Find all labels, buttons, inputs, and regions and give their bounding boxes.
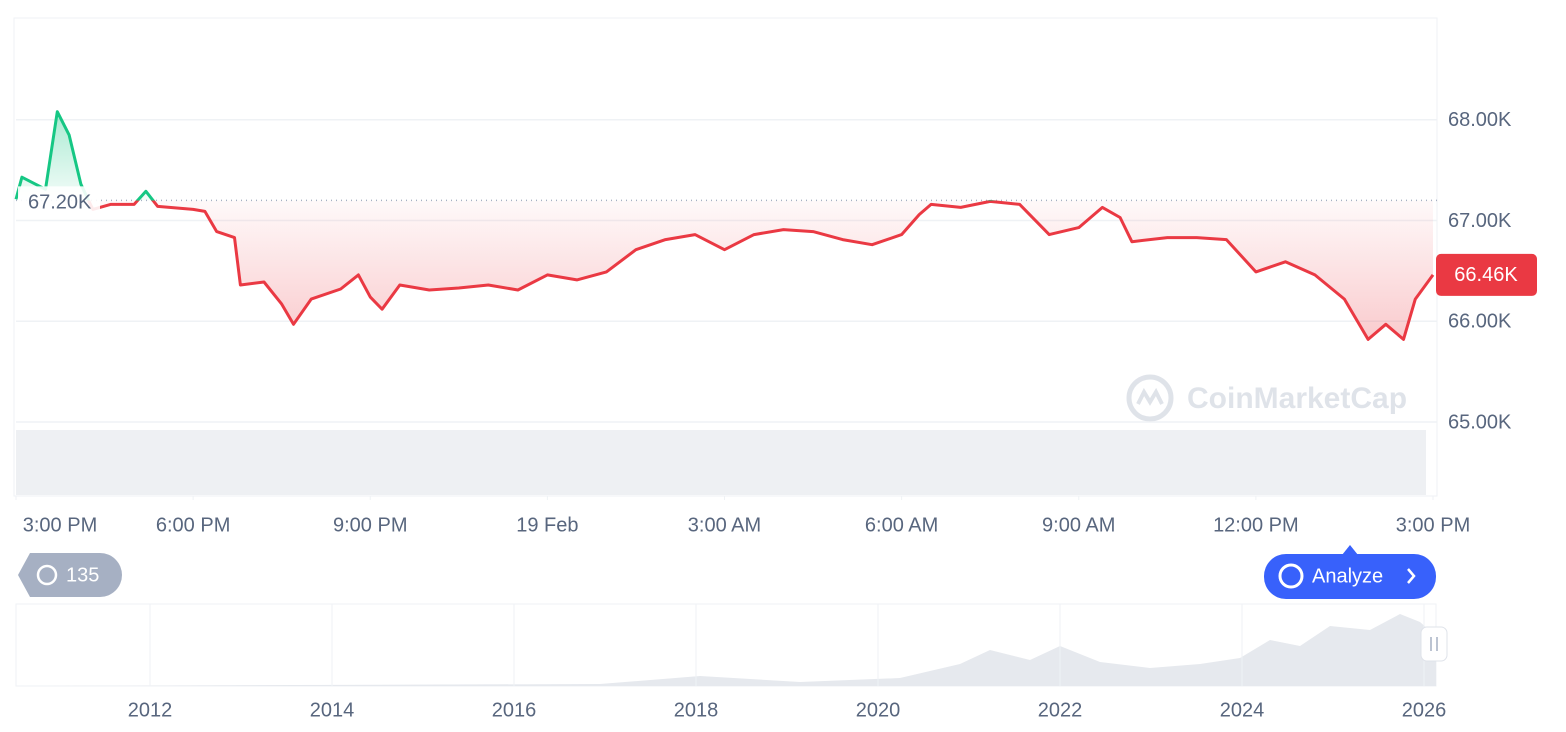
history-icon	[36, 564, 58, 586]
price-line	[14, 110, 1435, 341]
analyze-icon	[1278, 563, 1304, 589]
navigator-label: 2026	[1402, 699, 1447, 721]
navigator-handle[interactable]	[1420, 626, 1448, 662]
y-tick-label: 68.00K	[1448, 109, 1512, 131]
history-badge[interactable]: 135	[18, 553, 122, 597]
navigator-label: 2022	[1038, 699, 1083, 721]
analyze-button[interactable]: Analyze	[1264, 545, 1436, 599]
y-tick-label: 66.00K	[1448, 311, 1512, 333]
navigator-label: 2014	[310, 699, 355, 721]
analyze-label[interactable]: Analyze	[1312, 565, 1383, 587]
current-price-label: 66.46K	[1454, 264, 1518, 286]
price-area	[16, 111, 1433, 340]
x-tick-label: 9:00 PM	[333, 514, 407, 536]
analyze-pointer	[1342, 545, 1358, 555]
navigator-area	[16, 614, 1436, 686]
x-tick-label: 3:00 PM	[1396, 514, 1470, 536]
x-tick-label: 3:00 AM	[688, 514, 761, 536]
navigator-label: 2018	[674, 699, 719, 721]
x-tick-label: 6:00 PM	[156, 514, 230, 536]
navigator-label: 2012	[128, 699, 173, 721]
analyze-chevron	[1407, 568, 1416, 584]
navigator-label: 2024	[1220, 699, 1265, 721]
analyze-bg[interactable]	[1264, 554, 1436, 599]
history-badge-bg[interactable]	[18, 553, 122, 597]
navigator-label: 2016	[492, 699, 537, 721]
x-tick-label: 9:00 AM	[1042, 514, 1115, 536]
history-count[interactable]: 135	[66, 564, 99, 586]
plot-frame	[13, 17, 1438, 497]
x-tick-label: 6:00 AM	[865, 514, 938, 536]
watermark: CoinMarketCap	[1126, 374, 1407, 422]
current-price-badge	[1436, 253, 1537, 296]
x-tick-label: 19 Feb	[516, 514, 578, 536]
baseline-label: 67.20K	[28, 192, 92, 214]
x-tick-label: 3:00 PM	[23, 514, 97, 536]
baseline-label-bg	[18, 186, 100, 215]
watermark-text: CoinMarketCap	[1187, 382, 1407, 415]
navigator-label: 2020	[856, 699, 901, 721]
volume-bars	[16, 430, 1426, 495]
y-tick-label: 67.00K	[1448, 210, 1512, 232]
x-tick-label: 12:00 PM	[1213, 514, 1299, 536]
y-tick-label: 65.00K	[1448, 411, 1512, 433]
